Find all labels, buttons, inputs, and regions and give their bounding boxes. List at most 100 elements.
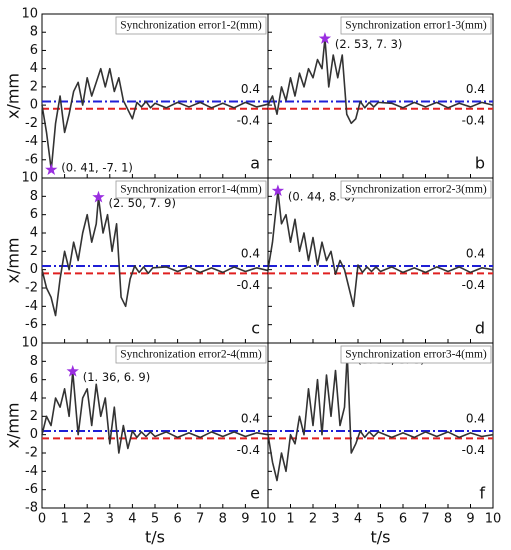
threshold-label: 0.4 xyxy=(466,82,485,96)
threshold-label: 0.4 xyxy=(466,412,485,426)
panel-title: Synchronization error2-4(mm) xyxy=(120,349,262,361)
y-tick-label: 6 xyxy=(30,372,38,387)
x-tick-label: 5 xyxy=(151,512,159,527)
panel-title: Synchronization error1-3(mm) xyxy=(345,20,487,32)
y-tick-label: -4 xyxy=(25,464,38,479)
data-line xyxy=(41,370,269,454)
y-tick-label: 4 xyxy=(30,61,38,76)
panel-letter: f xyxy=(479,484,485,503)
y-tick-label: 2 xyxy=(30,409,38,424)
y-tick-label: 2 xyxy=(30,79,38,94)
threshold-label: 0.4 xyxy=(241,247,260,261)
title-box xyxy=(340,16,492,35)
y-tick-label: -8 xyxy=(25,501,38,516)
y-tick-label: -2 xyxy=(25,446,38,461)
title-box xyxy=(115,16,267,35)
peak-annotation: (0. 41, -7. 1) xyxy=(61,161,133,175)
data-line xyxy=(267,353,494,482)
threshold-label: -0.4 xyxy=(462,443,485,457)
x-tick-label: 7 xyxy=(196,512,204,527)
y-tick-label: 4 xyxy=(30,391,38,406)
x-tick-label: 10 xyxy=(485,512,502,527)
threshold-label: -0.4 xyxy=(237,443,260,457)
peak-annotation: (0. 44, 8. 6) xyxy=(288,189,356,203)
x-tick-label: 4 xyxy=(354,512,362,527)
peak-star xyxy=(66,364,79,377)
threshold-label: 0.4 xyxy=(241,412,260,426)
title-box xyxy=(115,180,267,199)
x-tick-label: 10 xyxy=(260,512,277,527)
x-tick-label: 2 xyxy=(309,512,317,527)
x-tick-label: 5 xyxy=(376,512,384,527)
y-tick-label: 10 xyxy=(21,336,38,351)
y-axis-label: x/mm xyxy=(4,237,23,283)
data-line xyxy=(41,67,269,171)
panel-title: Synchronization error1-4(mm) xyxy=(120,184,262,196)
threshold-label: -0.4 xyxy=(462,278,485,292)
panel-title: Synchronization error2-3(mm) xyxy=(345,184,487,196)
y-tick-label: 0 xyxy=(30,262,38,277)
y-tick-label: 8 xyxy=(30,354,38,369)
peak-star xyxy=(92,190,105,203)
x-tick-label: 4 xyxy=(128,512,136,527)
threshold-label: -0.4 xyxy=(237,113,260,127)
y-tick-label: -2 xyxy=(25,116,38,131)
peak-annotation: (1. 36, 6. 9) xyxy=(83,370,150,384)
panel-letter: d xyxy=(475,319,485,338)
title-box xyxy=(340,345,492,364)
x-tick-label: 6 xyxy=(399,512,407,527)
peak-star xyxy=(318,32,332,44)
y-tick-label: 10 xyxy=(21,171,38,186)
threshold-label: -0.4 xyxy=(462,113,485,127)
data-line xyxy=(41,196,269,317)
y-tick-label: -6 xyxy=(25,317,38,332)
x-axis-label: t/s xyxy=(145,528,165,547)
y-tick-label: 4 xyxy=(30,226,38,241)
peak-annotation: (2. 50, 7. 9) xyxy=(109,196,177,210)
peak-star xyxy=(45,163,58,176)
panel-letter: b xyxy=(475,154,485,173)
x-tick-label: 3 xyxy=(106,512,114,527)
panel-frame xyxy=(41,342,269,509)
title-box xyxy=(115,345,267,364)
x-tick-label: 8 xyxy=(444,512,452,527)
panel-letter: c xyxy=(251,319,260,338)
x-axis-label: t/s xyxy=(371,528,391,547)
data-line xyxy=(267,37,494,125)
panel-title: Synchronization error1-2(mm) xyxy=(120,20,262,32)
x-tick-label: 6 xyxy=(173,512,181,527)
y-axis-label: x/mm xyxy=(4,402,23,448)
x-tick-label: 9 xyxy=(466,512,474,527)
y-tick-label: 6 xyxy=(30,207,38,222)
x-tick-label: 8 xyxy=(219,512,227,527)
panel-frame xyxy=(41,13,269,179)
y-axis-label: x/mm xyxy=(4,73,23,119)
panel-letter: a xyxy=(250,154,260,173)
panel-letter: e xyxy=(250,484,260,503)
y-tick-label: 6 xyxy=(30,43,38,58)
y-tick-label: 10 xyxy=(21,7,38,22)
y-tick-label: -6 xyxy=(25,152,38,167)
threshold-label: 0.4 xyxy=(241,82,260,96)
peak-annotation: (2. 53, 7. 3) xyxy=(335,37,403,51)
y-tick-label: 2 xyxy=(30,244,38,259)
title-box xyxy=(340,180,492,199)
y-tick-label: 8 xyxy=(30,189,38,204)
threshold-label: -0.4 xyxy=(237,278,260,292)
threshold-label: 0.4 xyxy=(466,247,485,261)
peak-star xyxy=(271,184,285,197)
y-tick-label: 0 xyxy=(30,98,38,113)
y-tick-label: -6 xyxy=(25,482,38,497)
y-tick-label: -4 xyxy=(25,299,38,314)
y-tick-label: -2 xyxy=(25,281,38,296)
x-tick-label: 0 xyxy=(38,512,46,527)
y-tick-label: 8 xyxy=(30,25,38,40)
x-tick-label: 9 xyxy=(241,512,249,527)
y-tick-label: 0 xyxy=(30,427,38,442)
x-tick-label: 2 xyxy=(83,512,91,527)
y-tick-label: -4 xyxy=(25,134,38,149)
x-tick-label: 1 xyxy=(60,512,68,527)
x-tick-label: 3 xyxy=(331,512,339,527)
x-tick-label: 7 xyxy=(421,512,429,527)
